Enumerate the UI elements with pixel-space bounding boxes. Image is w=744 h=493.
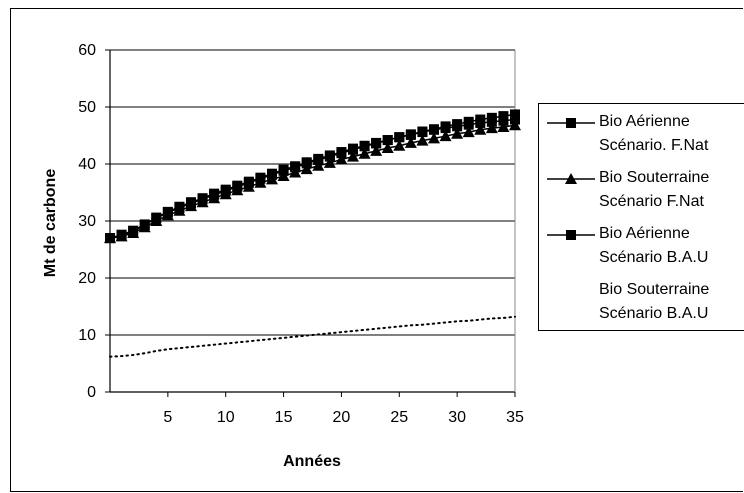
series-1-point [485,122,498,134]
legend-item-bio-souterraine-fnat: Bio Souterraine Scénario F.Nat [539,166,744,218]
y-tick-label: 40 [78,156,96,173]
series-1-point [335,153,348,165]
y-axis-label: Mt de carbone [42,169,59,278]
series-2-point [243,176,254,187]
series-2-point [162,206,173,217]
series-1-point [381,142,394,154]
series-1-point [277,169,290,181]
series-2-point [301,157,312,168]
y-tick-label: 30 [78,213,96,230]
series-1-point [347,150,359,162]
series-1-point [474,123,487,135]
y-tick-label: 0 [87,384,96,401]
series-1-point [439,130,452,142]
series-2-point [278,164,289,175]
series-2-point [440,123,451,134]
series-2-point [475,117,486,128]
series-2-point [174,201,185,212]
series-1-point [428,132,440,144]
series-2-point [255,172,266,183]
series-1-point [358,147,371,159]
series-2-point [186,197,196,208]
legend-label-line2: Scénario F.Nat [599,193,704,210]
series-1-point [509,119,521,131]
series-2-point [405,129,416,140]
series-2-point [267,168,277,179]
series-2-point [336,147,347,158]
y-tick-label: 10 [78,327,96,344]
series-2-point [463,119,474,130]
series-2-point [324,150,335,161]
legend-triangle-marker-icon [547,173,595,184]
series-2-point [116,229,127,240]
series-1-point [266,173,278,185]
x-tick-label: 20 [333,409,351,426]
legend-item-bio-souterraine-bau: Bio Souterraine Scénario B.A.U [539,278,744,330]
x-tick-label: 30 [448,409,466,426]
series-2-point [232,180,243,191]
x-axis-label: Années [283,453,341,470]
x-tick-label: 25 [390,409,408,426]
x-tick-label: 5 [163,409,172,426]
series-2-point [417,127,428,138]
series-2-point [498,115,509,126]
series-1-point [451,127,464,139]
y-tick-label: 50 [78,99,96,116]
legend-label-line1: Bio Aérienne [599,225,690,242]
series-1-point [300,163,313,175]
legend-square-marker-icon [547,230,595,240]
y-tick-label: 60 [78,42,96,59]
series-2-point [313,153,324,164]
series-2-point [139,219,150,230]
series-2-point [290,161,301,172]
series-2-point [429,124,439,135]
series-2-point [382,135,393,146]
series-2-point [151,212,162,223]
series-line-3 [109,315,516,358]
series-2-point [105,233,115,244]
x-tick-label: 10 [217,409,235,426]
legend-item-bio-aerienne-bau: Bio Aérienne Scénario B.A.U [539,222,744,274]
x-tick-label: 35 [506,409,524,426]
legend-label-line1: Bio Souterraine [599,281,710,298]
legend-label-line2: Scénario. F.Nat [599,137,709,154]
series-1-point [370,144,383,156]
series-2-point [220,184,231,195]
legend-label-line2: Scénario B.A.U [599,305,709,322]
series-1-point [416,134,429,146]
legend-item-bio-aerienne-fnat: Bio Aérienne Scénario. F.Nat [539,110,744,162]
series-2-point [394,132,405,143]
series-2-point [371,137,382,148]
legend: Bio Aérienne Scénario. F.Nat Bio Souterr… [538,103,744,331]
series-2-point [510,114,520,125]
series-2-point [128,225,139,236]
series-1-point [312,159,325,171]
series-2-point [197,193,208,204]
y-tick-label: 20 [78,270,96,287]
series-2-point [452,121,463,132]
series-2-point [486,116,497,127]
series-2-point [359,140,370,151]
series-1-point [289,166,302,178]
legend-square-marker-icon [547,118,595,128]
series-1-point [404,136,417,148]
series-1-point [393,139,406,151]
series-1-point [497,120,510,132]
series-1-point [462,126,475,138]
x-tick-label: 15 [275,409,293,426]
series-2-point [348,143,358,154]
legend-label-line2: Scénario B.A.U [599,249,709,266]
legend-label-line1: Bio Souterraine [599,169,710,186]
series-0-point [510,109,520,120]
series-1-point [323,156,336,168]
legend-label-line1: Bio Aérienne [599,113,690,130]
series-2-point [209,188,220,199]
